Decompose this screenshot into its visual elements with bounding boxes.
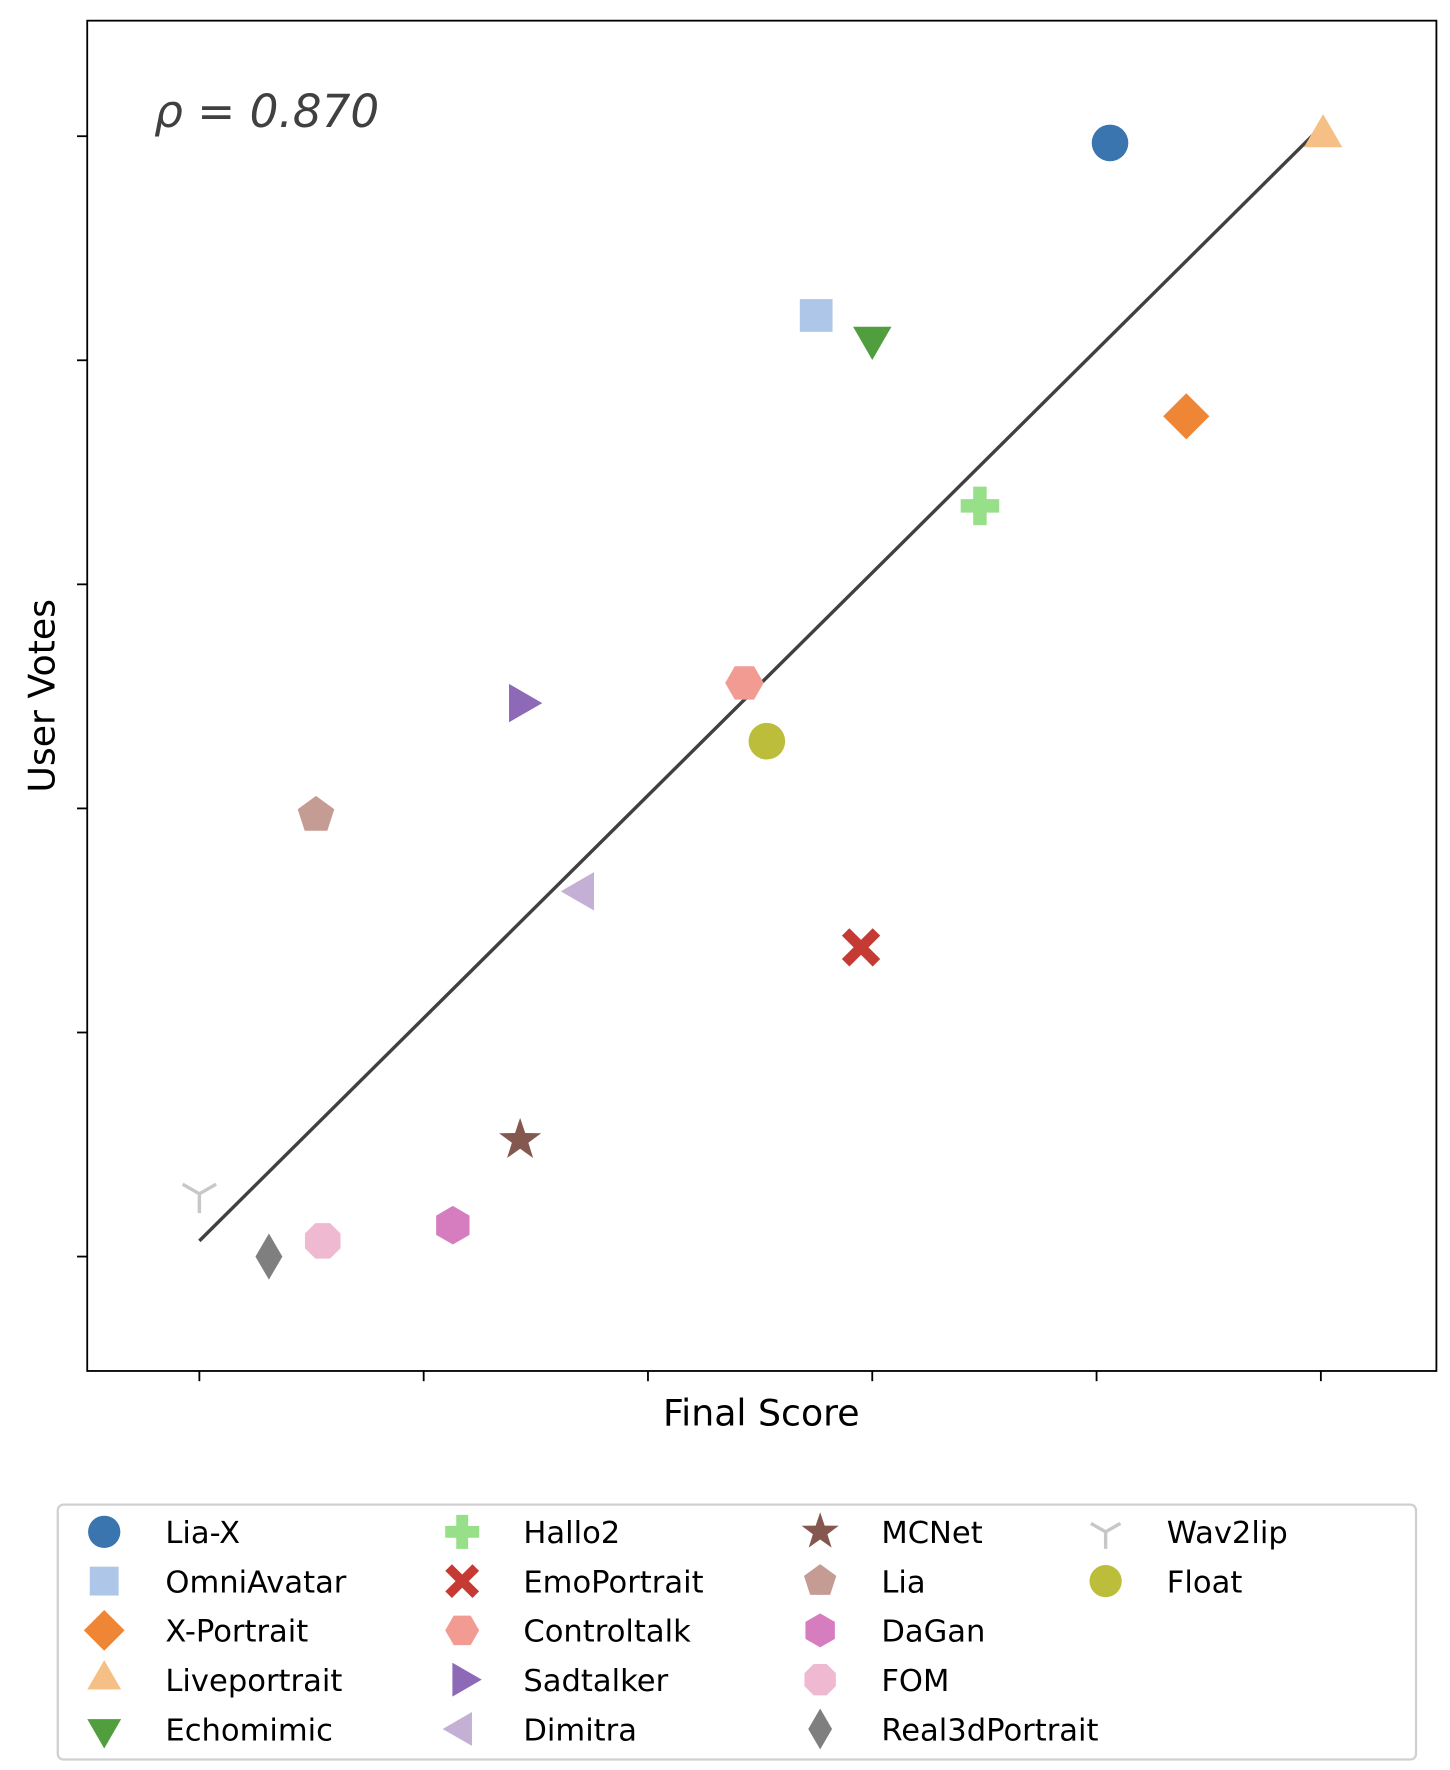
point-controltalk bbox=[725, 666, 764, 700]
legend-marker-icon bbox=[445, 1615, 480, 1646]
legend-label: Hallo2 bbox=[523, 1516, 620, 1551]
legend-item-real3dportrait: Real3dPortrait bbox=[808, 1708, 1099, 1750]
legend-label: Liveportrait bbox=[165, 1664, 342, 1699]
legend-marker-icon bbox=[83, 1610, 125, 1651]
legend-item-hallo2: Hallo2 bbox=[445, 1514, 620, 1551]
legend-item-sadtalker: Sadtalker bbox=[452, 1662, 669, 1699]
point-mcnet bbox=[499, 1117, 542, 1158]
legend-marker-icon bbox=[87, 1660, 122, 1690]
point-dagan bbox=[436, 1205, 470, 1245]
legend-label: OmniAvatar bbox=[165, 1565, 346, 1600]
legend-marker-icon bbox=[445, 1564, 480, 1599]
point-dimitra bbox=[560, 872, 594, 911]
legend-marker-icon bbox=[808, 1708, 833, 1750]
point-x-portrait bbox=[1163, 393, 1210, 440]
point-lia bbox=[297, 795, 335, 831]
legend-marker-icon bbox=[442, 1712, 472, 1746]
point-omniavatar bbox=[799, 299, 833, 332]
legend-item-mcnet: MCNet bbox=[801, 1512, 983, 1551]
x-axis-label: Final Score bbox=[663, 1391, 860, 1434]
point-echomimic bbox=[853, 326, 892, 361]
legend-marker-icon bbox=[801, 1512, 839, 1548]
legend-label: EmoPortrait bbox=[523, 1565, 703, 1600]
point-lia-x bbox=[1091, 124, 1129, 162]
legend-item-omniavatar: OmniAvatar bbox=[89, 1565, 347, 1600]
legend-label: Echomimic bbox=[165, 1713, 333, 1748]
legend-marker-icon bbox=[1089, 1521, 1122, 1549]
legend bbox=[56, 1503, 1418, 1761]
legend-marker-icon bbox=[804, 1663, 836, 1696]
legend-item-controltalk: Controltalk bbox=[445, 1615, 691, 1650]
point-float bbox=[748, 722, 786, 760]
legend-item-lia-x: Lia-X bbox=[88, 1515, 240, 1551]
point-fom bbox=[304, 1223, 341, 1259]
legend-marker-icon bbox=[452, 1662, 482, 1697]
legend-label: Dimitra bbox=[523, 1713, 637, 1748]
legend-item-echomimic: Echomimic bbox=[87, 1713, 333, 1749]
legend-marker-icon bbox=[803, 1564, 837, 1595]
legend-item-wav2lip: Wav2lip bbox=[1089, 1516, 1288, 1551]
legend-marker-icon bbox=[805, 1613, 835, 1648]
legend-marker-icon bbox=[1089, 1564, 1122, 1598]
legend-item-lia: Lia bbox=[803, 1564, 926, 1600]
legend-marker-icon bbox=[445, 1514, 480, 1549]
legend-item-emoportrait: EmoPortrait bbox=[445, 1564, 704, 1600]
point-liveportrait bbox=[1303, 114, 1343, 148]
point-emoportrait bbox=[841, 928, 881, 967]
legend-label: MCNet bbox=[881, 1516, 982, 1551]
legend-item-float: Float bbox=[1089, 1564, 1243, 1600]
point-hallo2 bbox=[960, 486, 1000, 526]
legend-item-fom: FOM bbox=[804, 1663, 949, 1699]
legend-marker-icon bbox=[89, 1566, 119, 1596]
point-real3dportrait bbox=[255, 1233, 283, 1280]
legend-label: FOM bbox=[881, 1664, 949, 1699]
legend-item-liveportrait: Liveportrait bbox=[87, 1660, 342, 1699]
correlation-annotation: ρ = 0.870 bbox=[154, 85, 379, 138]
legend-label: Float bbox=[1167, 1565, 1243, 1600]
legend-item-dagan: DaGan bbox=[805, 1613, 985, 1650]
legend-label: Lia bbox=[881, 1565, 925, 1600]
point-sadtalker bbox=[509, 683, 543, 723]
plot-frame bbox=[86, 19, 1438, 1372]
legend-marker-icon bbox=[88, 1515, 121, 1548]
legend-label: X-Portrait bbox=[165, 1615, 308, 1650]
legend-item-x-portrait: X-Portrait bbox=[83, 1610, 308, 1651]
legend-label: Real3dPortrait bbox=[881, 1713, 1098, 1748]
legend-label: Wav2lip bbox=[1167, 1516, 1288, 1551]
legend-label: Controltalk bbox=[523, 1615, 691, 1650]
point-wav2lip bbox=[181, 1182, 217, 1214]
legend-label: Lia-X bbox=[165, 1516, 240, 1551]
y-axis-label: User Votes bbox=[20, 599, 63, 793]
legend-label: Sadtalker bbox=[523, 1664, 668, 1699]
legend-item-dimitra: Dimitra bbox=[442, 1712, 637, 1748]
legend-marker-icon bbox=[87, 1719, 122, 1749]
legend-label: DaGan bbox=[881, 1615, 985, 1650]
